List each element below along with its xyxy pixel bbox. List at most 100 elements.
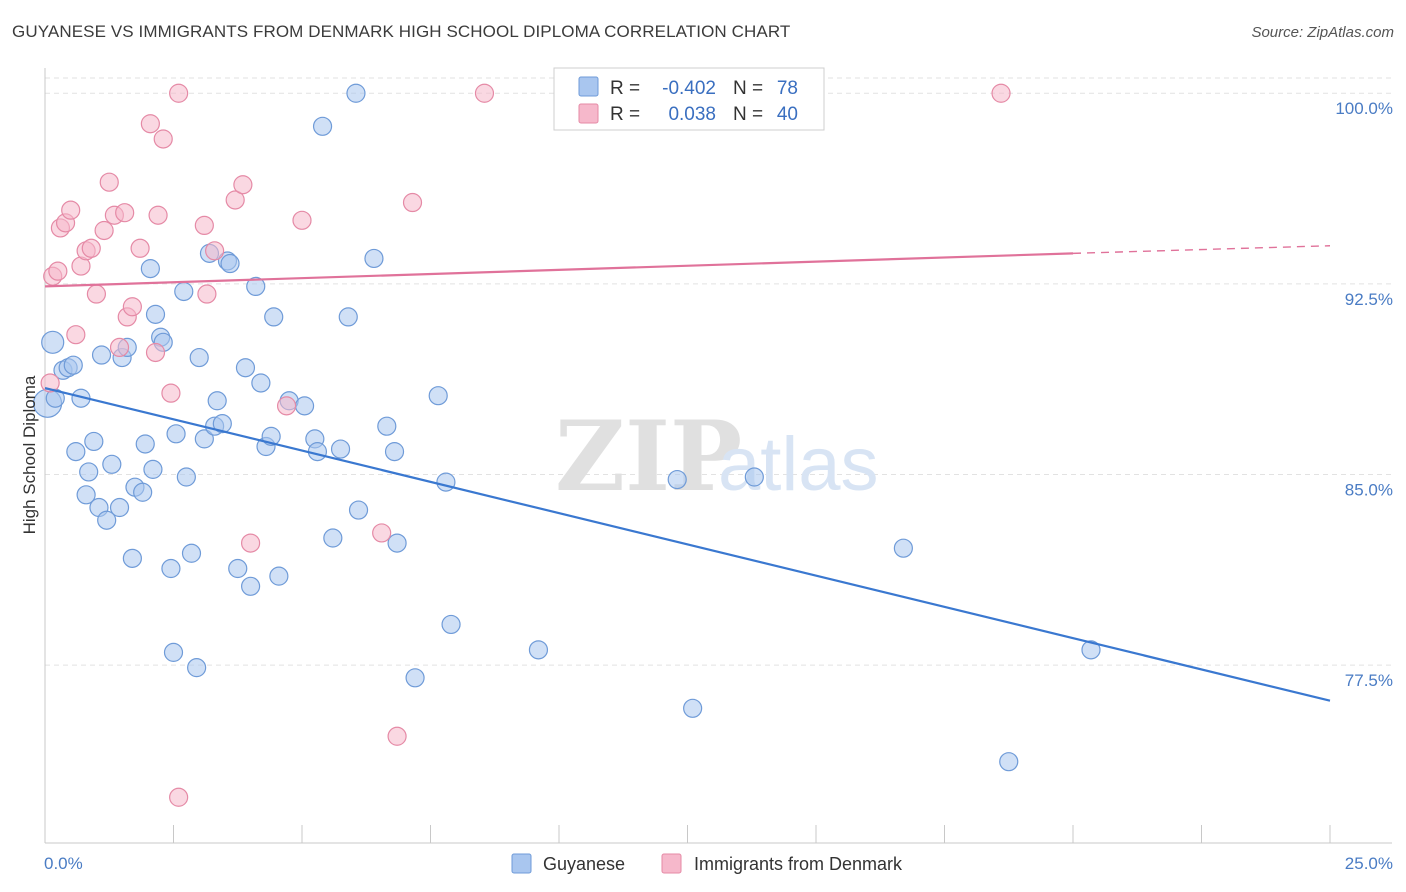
point-denmark (48, 261, 68, 281)
bottom-legend-denmark: Immigrants from Denmark (694, 854, 903, 874)
point-denmark (241, 533, 261, 553)
point-guyanese (667, 469, 687, 490)
point-guyanese (364, 248, 384, 269)
point-guyanese (41, 330, 65, 354)
watermark-atlas: atlas (718, 422, 879, 507)
y-tick-label: 77.5% (1345, 671, 1393, 690)
point-guyanese (194, 429, 214, 449)
point-guyanese (163, 642, 184, 662)
point-denmark (194, 215, 214, 236)
y-tick-label: 100.0% (1335, 99, 1393, 118)
point-denmark (205, 241, 225, 261)
point-guyanese (109, 497, 130, 518)
point-guyanese (441, 614, 461, 635)
point-guyanese (307, 442, 328, 462)
stats-legend: R = -0.402 N = 78 R = 0.038 N = 40 (553, 67, 825, 131)
point-denmark (292, 210, 312, 230)
stats-legend-box (553, 67, 825, 131)
point-guyanese (91, 345, 112, 365)
watermark: ZIP atlas (555, 400, 879, 513)
trend-lines (44, 245, 1331, 702)
point-guyanese (323, 528, 343, 548)
point-guyanese (181, 543, 202, 563)
trend-line-denmark-extension (1072, 245, 1331, 255)
point-guyanese (189, 347, 209, 368)
point-guyanese (133, 482, 153, 502)
point-guyanese (264, 307, 284, 327)
point-denmark (122, 297, 142, 317)
point-guyanese (384, 442, 405, 462)
point-denmark (991, 83, 1011, 103)
point-denmark (225, 190, 245, 210)
point-denmark (109, 337, 130, 358)
point-denmark (140, 114, 160, 134)
x-tick-label-max: 25.0% (1345, 854, 1393, 873)
point-denmark (153, 129, 173, 149)
point-guyanese (744, 467, 764, 487)
point-guyanese (176, 467, 196, 487)
point-guyanese (97, 510, 117, 530)
point-guyanese (528, 640, 549, 660)
legend-n-label-2: N = (733, 104, 763, 125)
point-guyanese (63, 355, 83, 375)
point-guyanese (338, 307, 358, 327)
point-guyanese (346, 83, 366, 103)
point-guyanese (145, 304, 166, 324)
point-denmark (115, 203, 135, 223)
point-guyanese (405, 668, 425, 688)
x-tick-label-min: 0.0% (44, 854, 83, 873)
legend-r-label-1: R = (610, 78, 640, 99)
point-guyanese (66, 442, 86, 462)
point-guyanese (999, 752, 1019, 772)
point-guyanese (220, 253, 240, 274)
point-guyanese (102, 454, 122, 474)
point-guyanese (377, 416, 397, 436)
bottom-legend-swatch-denmark (661, 853, 682, 874)
point-guyanese (261, 426, 281, 446)
y-axis-label: High School Diploma (20, 375, 39, 534)
bottom-legend-swatch-guyanese (511, 853, 532, 874)
point-guyanese (269, 566, 289, 586)
point-guyanese (122, 548, 142, 568)
point-guyanese (79, 462, 99, 482)
point-denmark (99, 172, 119, 192)
point-denmark (94, 220, 114, 241)
point-guyanese (166, 424, 186, 444)
bottom-legend-guyanese: Guyanese (543, 854, 625, 874)
chart-title: GUYANESE VS IMMIGRANTS FROM DENMARK HIGH… (12, 22, 791, 41)
point-denmark (372, 523, 392, 543)
point-guyanese (143, 459, 163, 479)
point-guyanese (187, 658, 207, 678)
point-denmark (402, 192, 423, 213)
point-denmark (86, 284, 107, 304)
point-denmark (161, 383, 181, 403)
point-guyanese (161, 558, 181, 579)
trend-line-guyanese (44, 386, 1331, 702)
point-guyanese (294, 396, 315, 416)
point-guyanese (1081, 640, 1101, 660)
point-guyanese (207, 391, 227, 411)
axes: 100.0% 92.5% 85.0% 77.5% 0.0% 25.0% (44, 68, 1393, 873)
legend-n-value-2: 40 (777, 104, 798, 125)
trend-line-denmark (44, 252, 1074, 288)
point-denmark (148, 205, 168, 225)
point-guyanese (228, 558, 248, 579)
point-guyanese (893, 538, 913, 558)
y-tick-label: 92.5% (1345, 290, 1393, 309)
point-guyanese (330, 439, 351, 459)
point-guyanese (251, 373, 271, 393)
point-denmark (169, 787, 189, 807)
point-denmark (197, 284, 217, 304)
point-denmark (145, 342, 166, 363)
point-denmark (276, 396, 297, 416)
point-guyanese (76, 485, 96, 505)
point-guyanese (428, 386, 448, 406)
legend-swatch-guyanese (578, 76, 599, 97)
point-guyanese (84, 431, 104, 452)
point-guyanese (387, 533, 407, 553)
legend-r-label-2: R = (610, 104, 640, 125)
watermark-zip: ZIP (555, 400, 742, 513)
point-denmark (66, 325, 86, 345)
point-guyanese (241, 576, 261, 596)
